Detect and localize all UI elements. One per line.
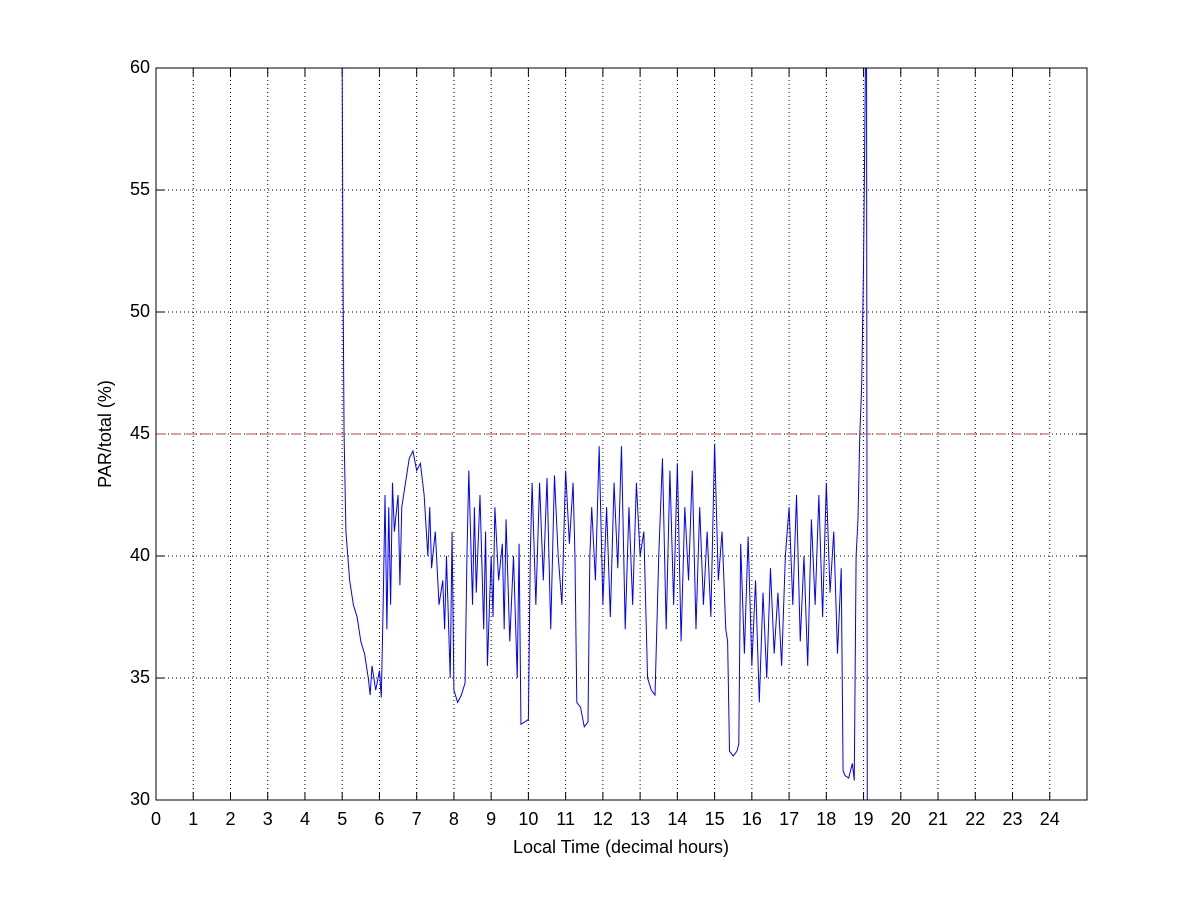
x-tick-label: 5 bbox=[337, 809, 347, 829]
y-tick-label: 45 bbox=[130, 423, 150, 443]
plot-frame bbox=[155, 67, 1088, 801]
x-tick-label: 3 bbox=[263, 809, 273, 829]
x-tick-label: 19 bbox=[854, 809, 874, 829]
x-axis-label: Local Time (decimal hours) bbox=[513, 837, 729, 857]
x-tick-label: 12 bbox=[593, 809, 613, 829]
x-tick-label: 4 bbox=[300, 809, 310, 829]
x-tick-label: 21 bbox=[928, 809, 948, 829]
x-tick-label: 7 bbox=[412, 809, 422, 829]
x-tick-label: 15 bbox=[705, 809, 725, 829]
x-tick-label: 23 bbox=[1003, 809, 1023, 829]
y-tick-label: 60 bbox=[130, 57, 150, 77]
y-axis-label: PAR/total (%) bbox=[95, 380, 115, 488]
x-tick-label: 18 bbox=[816, 809, 836, 829]
x-tick-label: 2 bbox=[225, 809, 235, 829]
y-tick-label: 30 bbox=[130, 789, 150, 809]
y-tick-label: 40 bbox=[130, 545, 150, 565]
y-tick-label: 35 bbox=[130, 667, 150, 687]
x-tick-label: 13 bbox=[630, 809, 650, 829]
x-tick-label: 22 bbox=[965, 809, 985, 829]
x-tick-label: 1 bbox=[188, 809, 198, 829]
y-tick-label: 50 bbox=[130, 301, 150, 321]
data-line bbox=[341, 68, 868, 800]
x-tick-label: 10 bbox=[518, 809, 538, 829]
x-tick-label: 11 bbox=[556, 809, 575, 829]
x-tick-label: 17 bbox=[779, 809, 799, 829]
x-tick-label: 6 bbox=[374, 809, 384, 829]
x-tick-label: 8 bbox=[449, 809, 459, 829]
x-tick-label: 24 bbox=[1040, 809, 1060, 829]
y-tick-label: 55 bbox=[130, 179, 150, 199]
x-tick-label: 0 bbox=[151, 809, 161, 829]
x-tick-label: 9 bbox=[486, 809, 496, 829]
x-tick-label: 20 bbox=[891, 809, 911, 829]
x-tick-label: 16 bbox=[742, 809, 762, 829]
x-tick-label: 14 bbox=[667, 809, 687, 829]
